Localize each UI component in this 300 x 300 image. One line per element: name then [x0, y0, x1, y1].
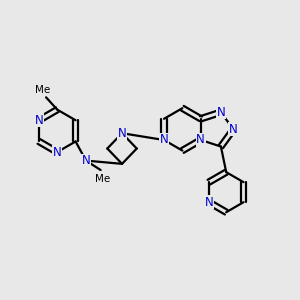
- Text: Me: Me: [35, 85, 50, 95]
- Text: Me: Me: [95, 174, 111, 184]
- Text: N: N: [217, 106, 225, 119]
- Text: N: N: [34, 114, 43, 127]
- Text: N: N: [118, 127, 126, 140]
- Text: N: N: [53, 146, 62, 159]
- Text: N: N: [196, 134, 205, 146]
- Text: N: N: [205, 196, 213, 209]
- Text: N: N: [82, 154, 90, 167]
- Text: N: N: [160, 134, 168, 146]
- Text: N: N: [229, 123, 238, 136]
